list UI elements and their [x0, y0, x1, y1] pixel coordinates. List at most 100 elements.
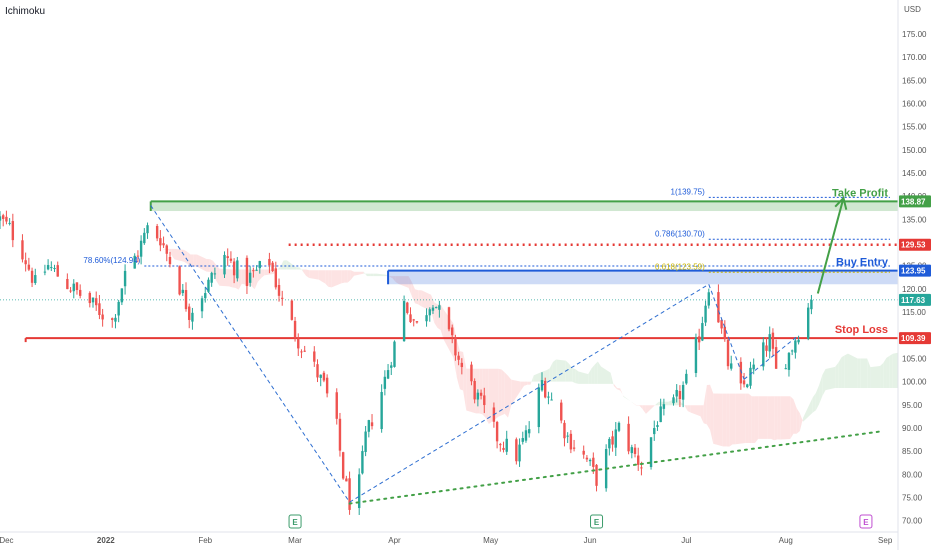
- candle-body: [24, 260, 26, 264]
- earnings-marker-label: E: [594, 518, 600, 527]
- ichimoku-cloud-segment: [822, 369, 825, 396]
- candlestick: [371, 414, 373, 429]
- ichimoku-cloud-segment: [797, 408, 800, 434]
- ichimoku-cloud-segment: [441, 304, 444, 340]
- candle-body: [223, 255, 225, 274]
- candlestick: [502, 442, 504, 453]
- ichimoku-cloud-segment: [130, 229, 140, 237]
- candle-body: [291, 301, 293, 320]
- candle-body: [34, 275, 36, 283]
- price-tick-label: 145.00: [902, 169, 927, 178]
- ichimoku-cloud-segment: [793, 399, 796, 434]
- candle-body: [21, 240, 23, 259]
- candle-body: [698, 336, 700, 342]
- candlestick: [111, 317, 113, 327]
- candlestick: [698, 329, 700, 350]
- ichimoku-cloud-segment: [309, 270, 319, 279]
- candlestick: [807, 303, 809, 340]
- ichimoku-cloud-segment: [684, 405, 687, 411]
- ichimoku-cloud-segment: [162, 249, 165, 250]
- candlestick: [339, 413, 341, 457]
- ichimoku-cloud-segment: [530, 375, 533, 384]
- candle-body: [659, 406, 661, 422]
- candlestick: [89, 291, 91, 307]
- candle-body: [320, 375, 322, 378]
- candlestick: [538, 384, 540, 434]
- candlestick: [313, 346, 315, 367]
- ichimoku-cloud-segment: [749, 394, 752, 443]
- candle-body: [454, 338, 456, 356]
- ichimoku-cloud-segment: [550, 362, 553, 382]
- candle-body: [695, 337, 697, 372]
- indicator-label[interactable]: Ichimoku: [5, 6, 45, 17]
- candle-body: [611, 436, 613, 444]
- buy-entry-label: Buy Entry: [836, 257, 889, 269]
- candlestick: [300, 349, 302, 358]
- ichimoku-cloud-segment: [601, 366, 611, 383]
- candlestick: [637, 448, 639, 471]
- candlestick: [303, 346, 305, 352]
- ichimoku-cloud-segment: [194, 254, 197, 266]
- candle-body: [162, 243, 164, 245]
- candlestick: [182, 284, 184, 296]
- ichimoku-cloud-segment: [707, 385, 710, 430]
- ichimoku-cloud-segment: [207, 259, 210, 272]
- ichimoku-cloud-segment: [842, 355, 845, 388]
- candlestick: [384, 370, 386, 395]
- candle-body: [111, 318, 113, 320]
- candlestick: [506, 431, 508, 455]
- candle-body: [413, 319, 415, 320]
- candlestick: [717, 284, 719, 322]
- candle-body: [28, 265, 30, 270]
- ichimoku-cloud-segment: [803, 397, 813, 421]
- candlestick: [146, 223, 148, 239]
- candle-body: [785, 368, 787, 369]
- ichimoku-cloud-segment: [688, 405, 691, 412]
- candle-body: [44, 272, 46, 273]
- candle-body: [364, 432, 366, 452]
- candle-body: [461, 363, 463, 367]
- candle-body: [294, 321, 296, 338]
- ichimoku-cloud-segment: [781, 396, 791, 439]
- candle-body: [53, 268, 55, 269]
- ichimoku-cloud-segment: [146, 241, 149, 249]
- ichimoku-cloud-segment: [883, 358, 886, 388]
- candlestick: [57, 262, 59, 277]
- ichimoku-cloud-segment: [611, 373, 614, 386]
- candle-body: [380, 392, 382, 429]
- candlestick: [765, 337, 767, 356]
- candle-body: [300, 351, 302, 352]
- candle-body: [701, 323, 703, 340]
- candle-body: [214, 273, 216, 274]
- candle-body: [634, 448, 636, 454]
- candle-body: [191, 313, 193, 322]
- ichimoku-cloud-segment: [591, 365, 594, 384]
- ichimoku-cloud-segment: [498, 369, 501, 417]
- harmonic-pattern-leg: [744, 335, 799, 379]
- candle-body: [95, 298, 97, 305]
- candle-body: [724, 327, 726, 339]
- candle-body: [178, 267, 180, 295]
- candlestick: [663, 399, 665, 416]
- candlestick: [345, 476, 347, 482]
- candle-body: [676, 390, 678, 397]
- ichimoku-cloud-segment: [556, 360, 566, 382]
- candle-body: [66, 279, 68, 289]
- ichimoku-cloud-segment: [790, 396, 793, 439]
- ichimoku-cloud-segment: [171, 249, 174, 259]
- ichimoku-cloud-segment: [633, 403, 636, 406]
- currency-label: USD: [904, 5, 921, 14]
- candlestick: [550, 393, 552, 401]
- candlestick: [336, 388, 338, 424]
- candle-body: [788, 353, 790, 370]
- time-tick-label: Apr: [388, 536, 401, 545]
- candlestick: [156, 224, 158, 241]
- candlestick: [720, 319, 722, 334]
- candlestick: [631, 445, 633, 459]
- candlestick: [390, 362, 392, 375]
- ichimoku-cloud-segment: [184, 250, 187, 264]
- candlestick: [775, 340, 777, 369]
- candle-body: [522, 438, 524, 442]
- candlestick: [368, 420, 370, 438]
